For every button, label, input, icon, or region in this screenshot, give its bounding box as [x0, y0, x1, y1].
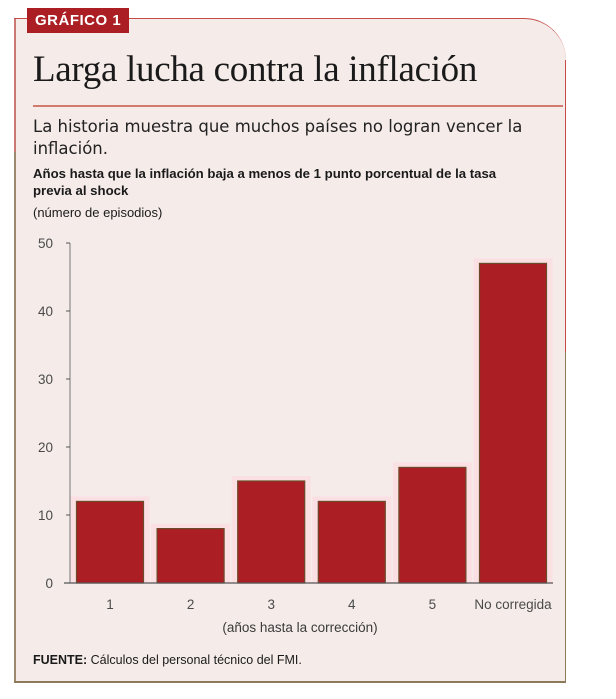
x-tick-label: 3	[267, 597, 275, 612]
y-tick-label: 20	[38, 440, 53, 455]
bar	[156, 527, 225, 584]
axis-layer: 1 2 3 4 5 No corregida 0 10 20 30 40 50	[38, 236, 553, 612]
bars-layer	[70, 258, 553, 584]
bar	[317, 500, 386, 584]
source-text: Cálculos del personal técnico del FMI.	[87, 653, 302, 667]
x-tick-label: 2	[187, 597, 195, 612]
x-tick-label: 5	[429, 597, 437, 612]
source-note: FUENTE: Cálculos del personal técnico de…	[33, 653, 302, 667]
bar	[478, 262, 548, 584]
chart-title: Años hasta que la inflación baja a menos…	[33, 166, 497, 198]
bar	[75, 500, 145, 584]
y-tick-label: 30	[38, 372, 53, 387]
chart-units: (número de episodios)	[33, 205, 163, 220]
bar	[398, 466, 467, 584]
y-tick-label: 10	[38, 508, 53, 523]
source-label: FUENTE:	[33, 653, 88, 667]
frame-border	[564, 352, 566, 682]
subtitle: La historia muestra que muchos países no…	[33, 117, 523, 158]
x-tick-label: 1	[106, 597, 114, 612]
title-divider	[33, 105, 563, 107]
y-tick-label: 0	[45, 576, 53, 591]
y-tick-label: 50	[38, 236, 53, 251]
frame-border	[14, 152, 16, 682]
y-tick-label: 40	[38, 304, 53, 319]
figure-badge: GRÁFICO 1	[27, 8, 130, 33]
bar	[237, 480, 306, 584]
page-title: Larga lucha contra la inflación	[33, 49, 478, 90]
x-axis-title: (años hasta la corrección)	[222, 620, 377, 635]
frame-border	[14, 681, 566, 683]
frame-border	[564, 60, 566, 352]
x-tick-label: No corregida	[474, 597, 552, 612]
frame-border	[14, 19, 16, 152]
x-tick-label: 4	[348, 597, 356, 612]
